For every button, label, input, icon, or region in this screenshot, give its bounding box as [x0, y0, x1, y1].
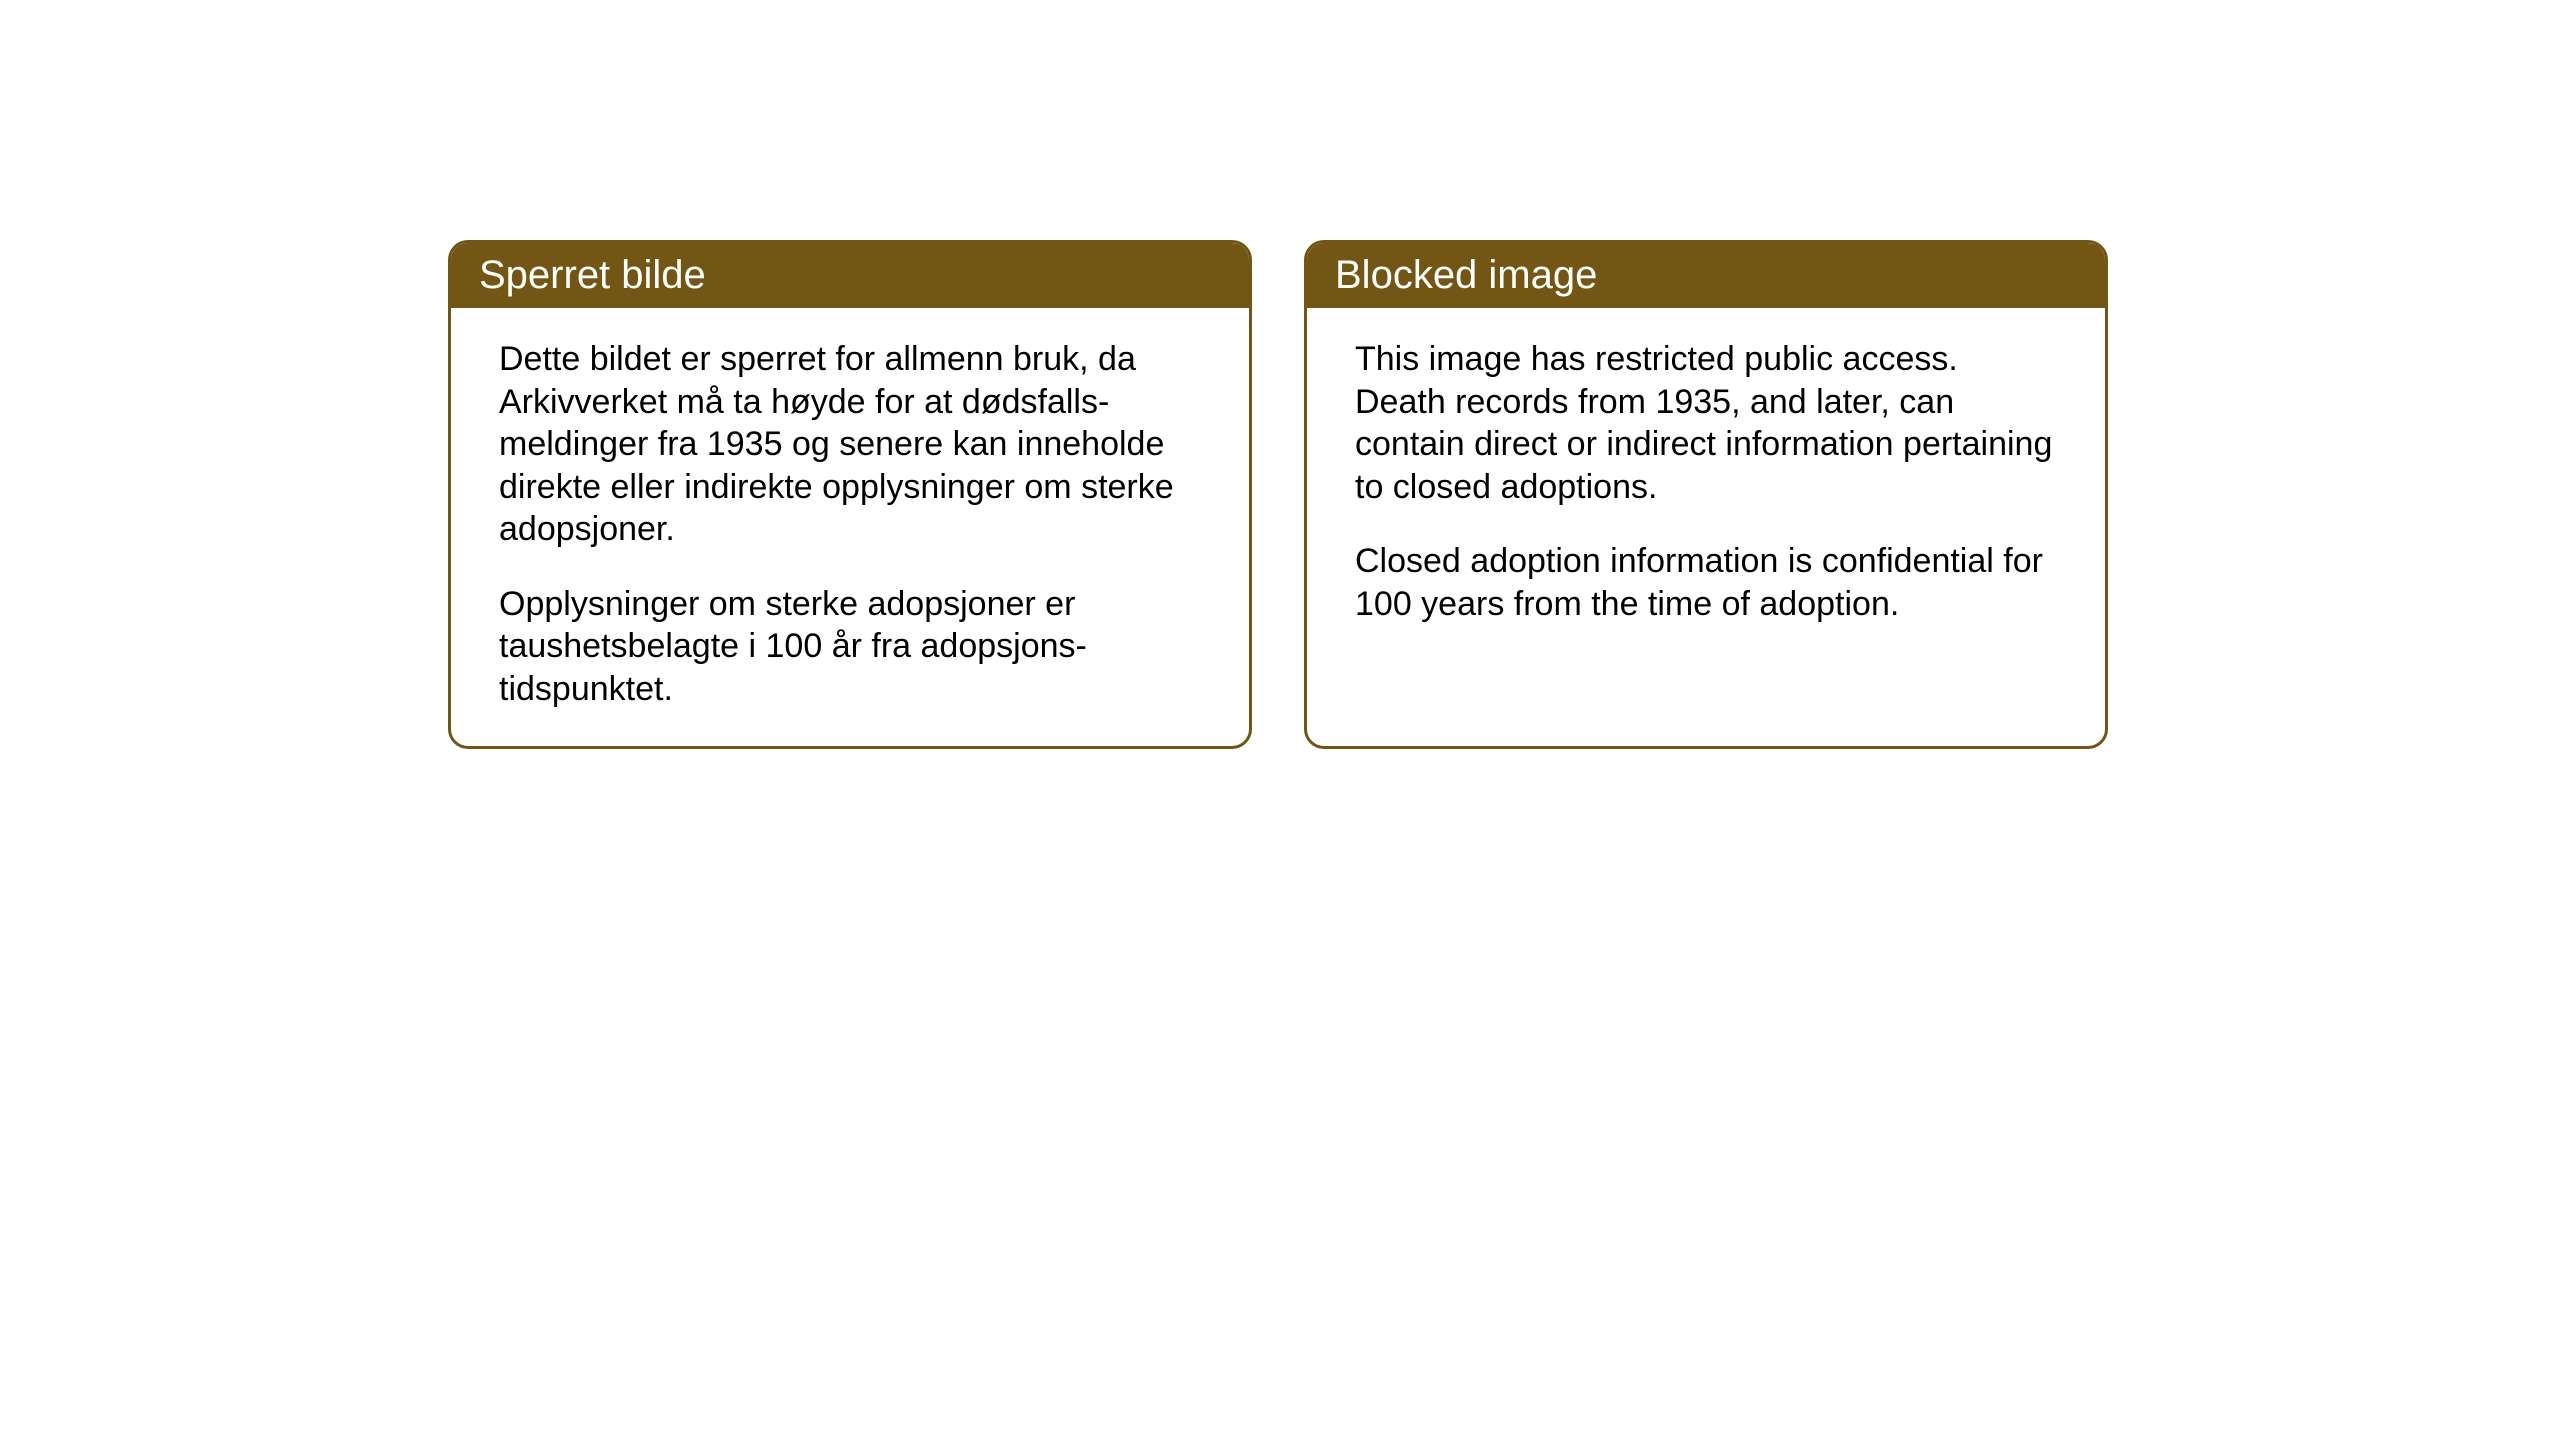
card-header-english: Blocked image — [1307, 243, 2105, 308]
card-body-english: This image has restricted public access.… — [1307, 308, 2105, 728]
card-paragraph-1-norwegian: Dette bildet er sperret for allmenn bruk… — [499, 338, 1201, 551]
cards-container: Sperret bilde Dette bildet er sperret fo… — [448, 240, 2108, 749]
card-body-norwegian: Dette bildet er sperret for allmenn bruk… — [451, 308, 1249, 746]
card-paragraph-2-norwegian: Opplysninger om sterke adopsjoner er tau… — [499, 583, 1201, 711]
blocked-image-card-norwegian: Sperret bilde Dette bildet er sperret fo… — [448, 240, 1252, 749]
blocked-image-card-english: Blocked image This image has restricted … — [1304, 240, 2108, 749]
card-header-norwegian: Sperret bilde — [451, 243, 1249, 308]
card-paragraph-1-english: This image has restricted public access.… — [1355, 338, 2057, 508]
card-paragraph-2-english: Closed adoption information is confident… — [1355, 540, 2057, 625]
